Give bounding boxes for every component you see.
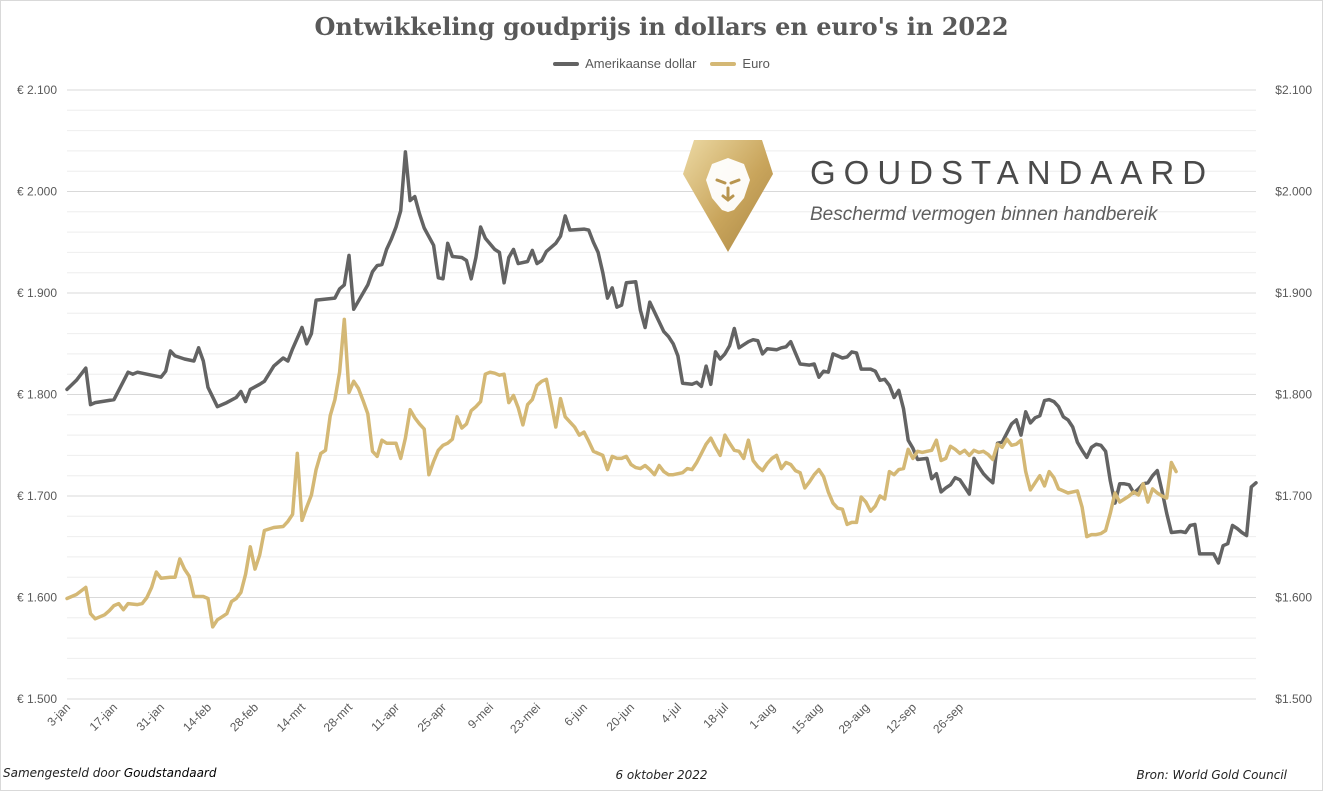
x-tick-label: 11-apr: [368, 700, 402, 734]
legend-swatch-euro: [710, 61, 737, 66]
x-tick-label: 9-mei: [465, 700, 496, 731]
footer-date: 6 oktober 2022: [615, 768, 708, 782]
y-tick-right: $1.500: [1275, 692, 1312, 706]
x-tick-label: 4-jul: [658, 700, 684, 726]
footer-credit: Samengesteld door Goudstandaard: [3, 766, 216, 780]
legend: Amerikaanse dollar Euro: [0, 56, 1323, 71]
x-tick-label: 12-sep: [883, 700, 919, 736]
chart-title: Ontwikkeling goudprijs in dollars en eur…: [314, 12, 1009, 41]
legend-label-euro: Euro: [742, 56, 770, 71]
y-tick-left: € 1.500: [17, 692, 57, 706]
x-tick-label: 25-apr: [415, 700, 449, 734]
y-tick-left: € 1.600: [17, 591, 57, 605]
series-line-dollar: [65, 150, 1258, 565]
x-tick-label: 14-feb: [180, 700, 214, 734]
legend-item-euro: Euro: [710, 56, 770, 71]
x-tick-label: 29-aug: [836, 700, 872, 736]
x-tick-label: 28-mrt: [321, 700, 356, 735]
x-tick-label: 26-sep: [930, 700, 966, 736]
x-tick-label: 14-mrt: [274, 700, 309, 735]
legend-item-dollar: Amerikaanse dollar: [553, 56, 696, 71]
x-tick-label: 20-jun: [604, 700, 637, 733]
footer-credit-brand: Goudstandaard: [123, 766, 217, 780]
y-tick-right: $1.900: [1275, 286, 1312, 300]
logo-tagline: Beschermd vermogen binnen handbereik: [810, 204, 1158, 225]
y-tick-left: € 1.800: [17, 388, 57, 402]
y-tick-right: $2.000: [1275, 185, 1312, 199]
x-tick-label: 17-jan: [87, 700, 120, 733]
x-tick-label: 28-feb: [227, 700, 261, 734]
legend-label-dollar: Amerikaanse dollar: [585, 56, 697, 71]
footer-credit-prefix: Samengesteld door: [3, 766, 124, 780]
goudstandaard-logo: GOUDSTANDAARD Beschermd vermogen binnen …: [680, 136, 1206, 254]
x-tick-label: 31-jan: [134, 700, 167, 733]
x-tick-label: 18-jul: [700, 700, 731, 731]
series-line-euro: [65, 317, 1178, 629]
x-tick-label: 23-mei: [507, 700, 543, 736]
y-tick-left: € 1.900: [17, 286, 57, 300]
x-tick-label: 15-aug: [789, 700, 825, 736]
y-tick-right: $2.100: [1275, 83, 1312, 97]
y-tick-right: $1.800: [1275, 388, 1312, 402]
y-tick-left: € 2.100: [17, 83, 57, 97]
logo-name: GOUDSTANDAARD: [810, 154, 1215, 191]
footer-source: Bron: World Gold Council: [1136, 768, 1287, 782]
x-tick-label: 1-aug: [746, 700, 778, 732]
y-tick-right: $1.600: [1275, 591, 1312, 605]
x-tick-label: 6-jun: [561, 700, 590, 729]
y-tick-left: € 1.700: [17, 489, 57, 503]
y-tick-right: $1.700: [1275, 489, 1312, 503]
y-tick-left: € 2.000: [17, 185, 57, 199]
legend-swatch-dollar: [553, 61, 580, 66]
lion-shield-icon: [683, 140, 773, 252]
